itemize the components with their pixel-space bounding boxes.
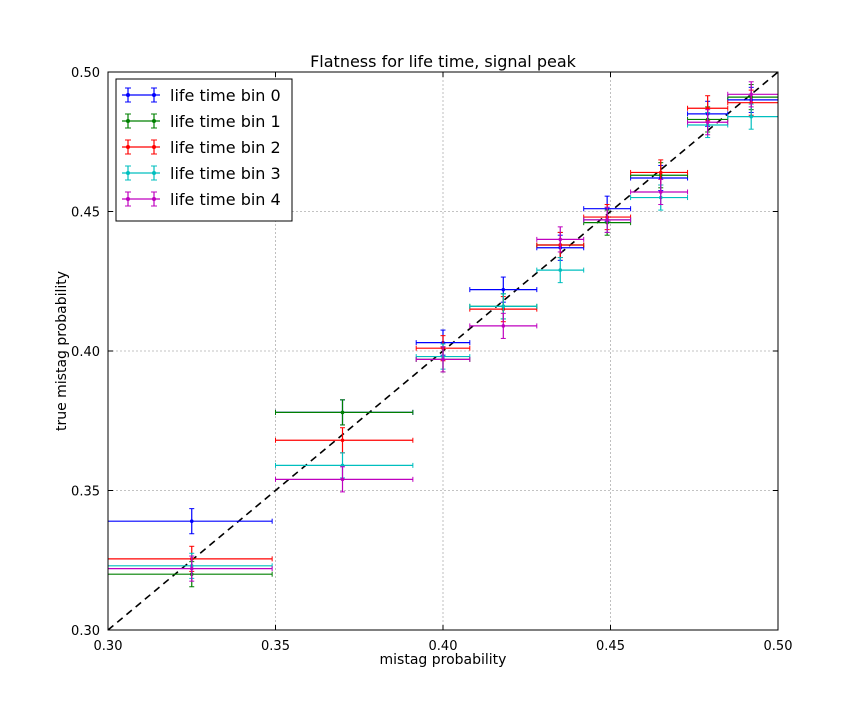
legend-label: life time bin 0	[170, 86, 281, 105]
legend-handle-marker	[126, 171, 130, 175]
point-marker	[658, 170, 663, 175]
y-tick-label: 0.30	[71, 624, 100, 639]
x-ticks: 0.30 0.35 0.40 0.45 0.50	[94, 72, 793, 654]
legend-handle-marker	[152, 93, 156, 97]
data-point	[275, 466, 414, 493]
series-4	[107, 81, 779, 582]
point-marker	[605, 218, 609, 222]
legend-handle-marker	[126, 119, 130, 123]
chart-title: Flatness for life time, signal peak	[310, 52, 577, 71]
data-point	[469, 312, 538, 339]
data-point	[107, 555, 273, 582]
legend-entry: life time bin 4	[122, 190, 281, 209]
legend-handle-marker	[152, 171, 156, 175]
x-axis-label: mistag probability	[380, 652, 507, 668]
legend-handle-marker	[126, 197, 130, 201]
point-marker	[658, 190, 663, 194]
point-marker	[749, 92, 753, 97]
point-marker	[501, 304, 506, 309]
x-tick-label: 0.35	[261, 639, 290, 654]
legend-label: life time bin 4	[170, 190, 281, 209]
point-marker	[558, 268, 563, 272]
data-point	[415, 346, 471, 373]
data-point	[583, 206, 632, 233]
legend-entry: life time bin 1	[122, 112, 281, 131]
point-marker	[501, 287, 506, 292]
y-ticks: 0.30 0.35 0.40 0.45 0.50	[71, 66, 778, 639]
point-marker	[340, 410, 345, 415]
data-point	[687, 109, 729, 136]
point-marker	[749, 114, 753, 119]
legend-entry: life time bin 3	[122, 164, 281, 183]
legend-handle-marker	[152, 197, 156, 201]
point-marker	[189, 519, 194, 523]
y-axis-label: true mistag probability	[54, 271, 70, 431]
legend-handle-marker	[126, 93, 130, 97]
x-tick-label: 0.30	[94, 639, 123, 654]
point-marker	[189, 566, 194, 571]
point-marker	[441, 357, 445, 362]
y-tick-label: 0.45	[71, 206, 100, 221]
point-marker	[340, 438, 345, 443]
data-point	[727, 81, 779, 108]
point-marker	[558, 237, 563, 242]
x-tick-label: 0.45	[596, 639, 625, 654]
legend: life time bin 0 life time bin 1 life time …	[115, 78, 293, 222]
data-point	[536, 257, 585, 284]
legend-entry: life time bin 2	[122, 138, 281, 157]
y-tick-label: 0.50	[71, 66, 100, 81]
y-tick-label: 0.40	[71, 345, 100, 360]
legend-box	[115, 78, 293, 222]
point-marker	[501, 324, 506, 328]
data-point	[275, 399, 414, 426]
data-point	[275, 427, 414, 454]
point-marker	[705, 120, 710, 125]
data-point	[536, 226, 585, 253]
legend-handle-marker	[152, 119, 156, 123]
legend-label: life time bin 2	[170, 138, 281, 157]
legend-handle-marker	[152, 145, 156, 149]
x-tick-label: 0.50	[764, 639, 793, 654]
legend-handle-marker	[126, 145, 130, 149]
y-tick-label: 0.35	[71, 485, 100, 500]
legend-label: life time bin 3	[170, 164, 281, 183]
x-tick-label: 0.40	[429, 639, 458, 654]
legend-entry: life time bin 0	[122, 86, 281, 105]
point-marker	[340, 477, 345, 482]
legend-label: life time bin 1	[170, 112, 281, 131]
data-point	[630, 178, 689, 206]
